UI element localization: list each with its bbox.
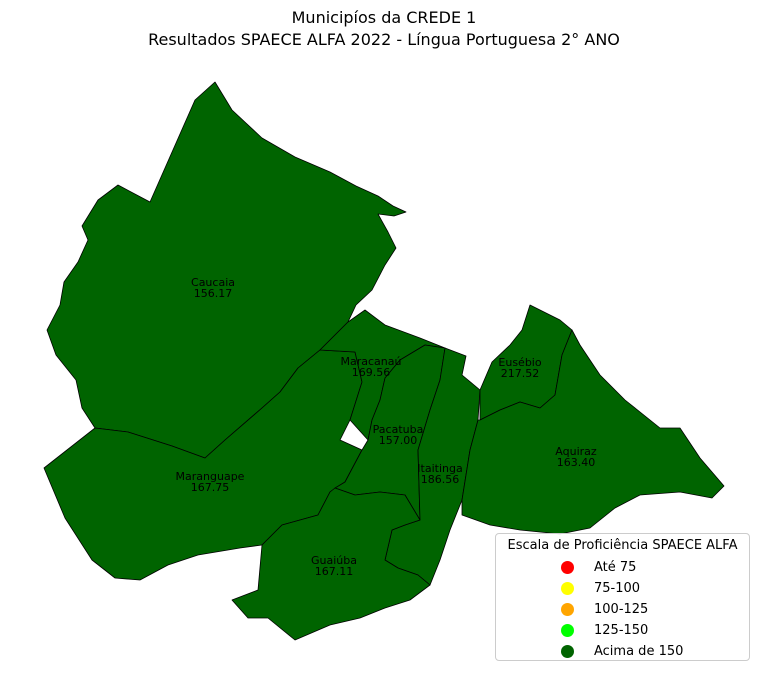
legend-item: 100-125 [561,599,648,619]
legend-dot-icon [561,602,574,616]
label-aquiraz: Aquiraz 163.40 [555,445,597,469]
legend-dot-icon [561,581,574,595]
label-pacatuba: Pacatuba 157.00 [372,423,424,447]
legend-item: Acima de 150 [561,641,683,661]
municipality-guaiuba [231,487,431,641]
label-maranguape: Maranguape 167.75 [175,470,245,494]
legend-dot-icon [561,623,574,637]
label-guaiuba: Guaiúba 167.11 [311,554,357,578]
label-maracanau: Maracanaú 169.56 [340,355,402,379]
legend-item: Até 75 [561,557,636,577]
legend-item: 75-100 [561,578,640,598]
label-eusebio: Eusébio 217.52 [498,356,542,380]
label-itaitinga: Itaitinga 186.56 [417,462,463,486]
municipality-aquiraz [461,329,725,535]
map-title: Municipíos da CREDE 1 [291,8,477,27]
legend: Escala de Proficiência SPAECE ALFA Até 7… [495,533,750,661]
label-caucaia: Caucaia 156.17 [191,276,235,300]
legend-dot-icon [561,560,574,574]
legend-item: 125-150 [561,620,648,640]
legend-dot-icon [561,644,574,658]
map-subtitle: Resultados SPAECE ALFA 2022 - Língua Por… [148,30,620,49]
legend-title: Escala de Proficiência SPAECE ALFA [507,538,738,553]
